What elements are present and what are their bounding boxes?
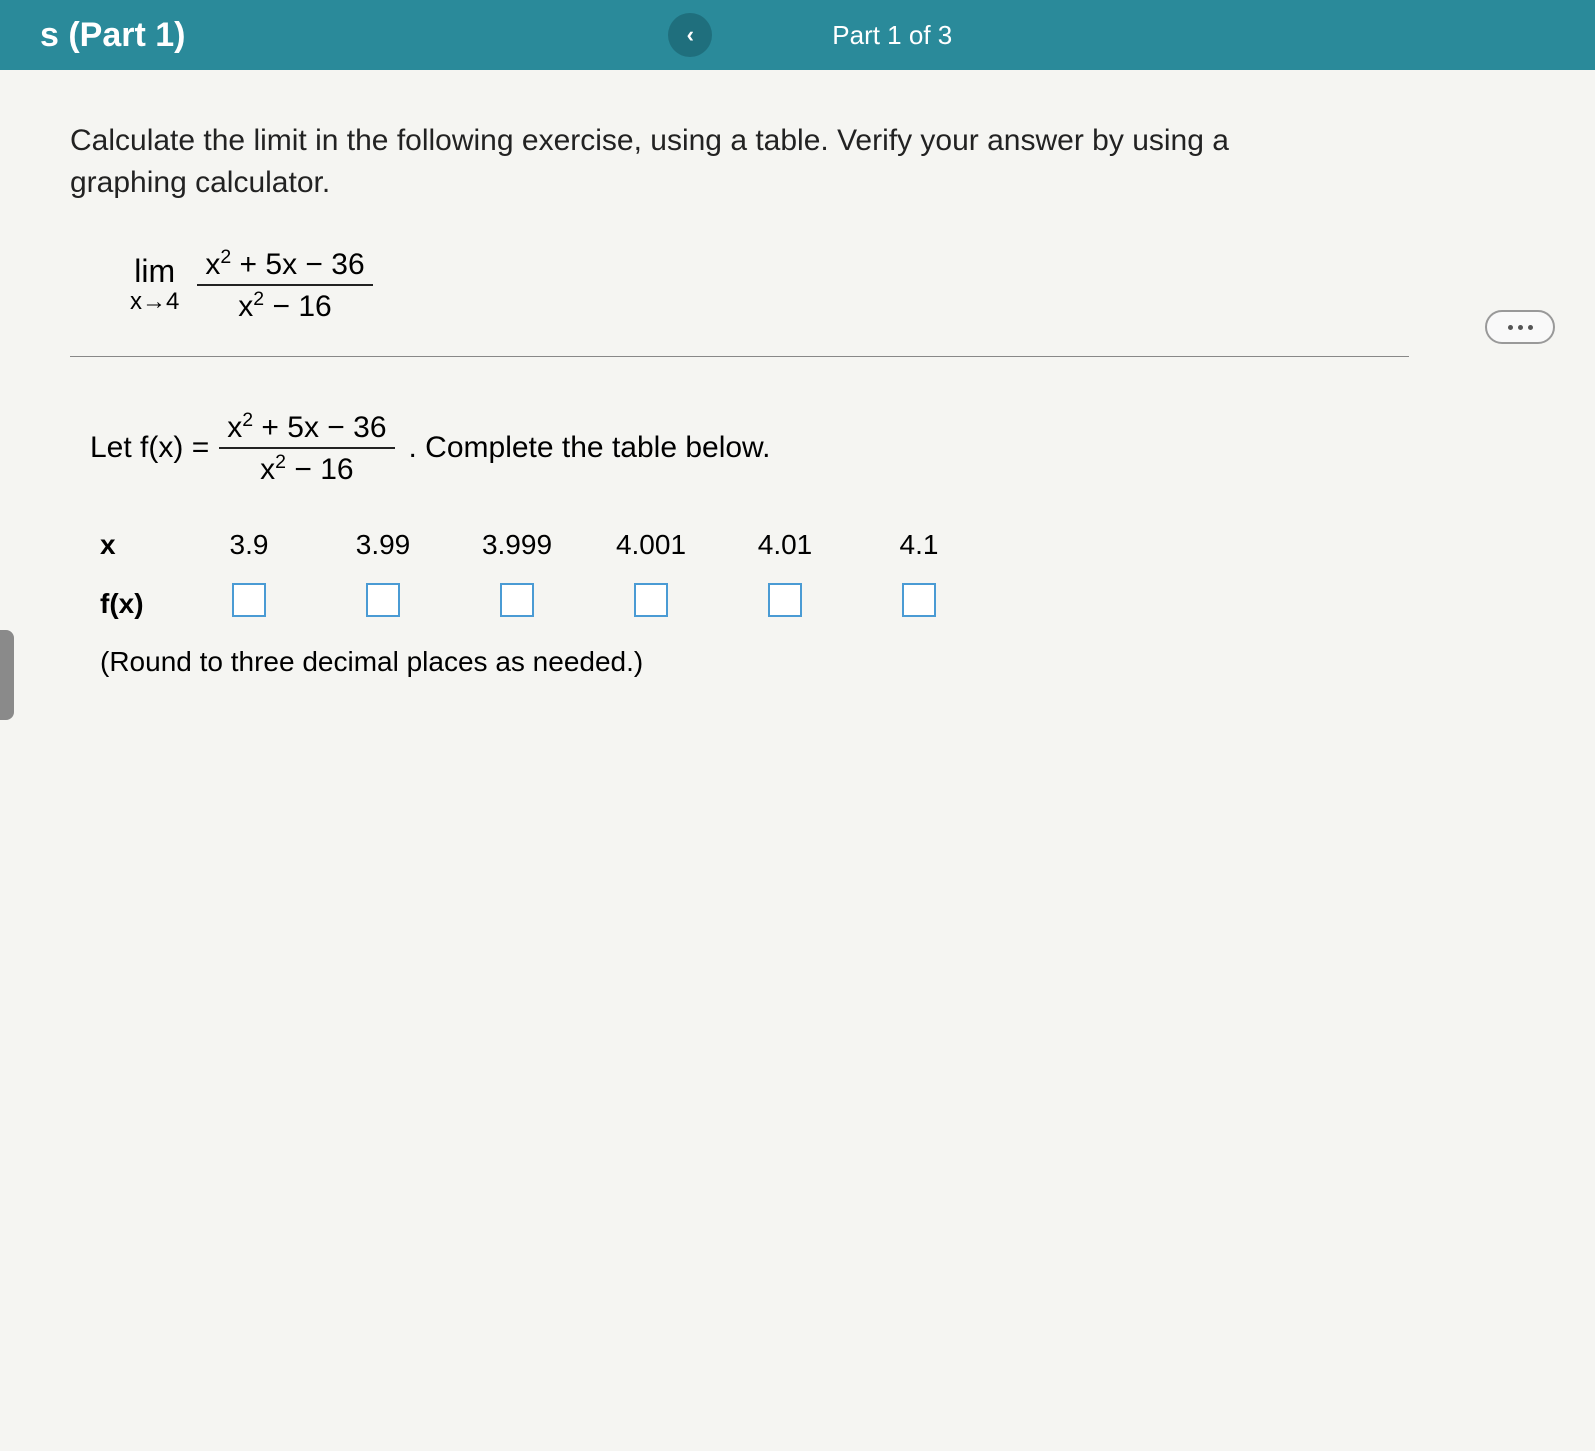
fx-input-cell: [338, 583, 428, 624]
fx-fraction: x2 + 5x − 36 x2 − 16: [219, 407, 394, 489]
x-value: 3.999: [472, 529, 562, 561]
dot-icon: [1528, 325, 1533, 330]
x-value: 3.99: [338, 529, 428, 561]
denominator: x2 − 16: [230, 286, 339, 326]
limit-fraction: x2 + 5x − 36 x2 − 16: [197, 244, 372, 326]
function-definition: Let f(x) = x2 + 5x − 36 x2 − 16 . Comple…: [90, 407, 1525, 489]
table-row-x: x 3.9 3.99 3.999 4.001 4.01 4.1: [100, 529, 1525, 561]
part-indicator: Part 1 of 3: [832, 20, 952, 51]
fx-numerator: x2 + 5x − 36: [219, 407, 394, 447]
x-value: 4.01: [740, 529, 830, 561]
header-title: s (Part 1): [40, 16, 186, 55]
chevron-left-icon: ‹: [687, 22, 694, 48]
fx-input-cell: [204, 583, 294, 624]
complete-suffix: . Complete the table below.: [409, 431, 771, 465]
divider: [70, 356, 1409, 357]
fx-input[interactable]: [500, 583, 534, 617]
dot-icon: [1518, 325, 1523, 330]
dot-icon: [1508, 325, 1513, 330]
fx-input[interactable]: [902, 583, 936, 617]
fx-input[interactable]: [768, 583, 802, 617]
content-area: Calculate the limit in the following exe…: [0, 70, 1595, 1451]
numerator: x2 + 5x − 36: [197, 244, 372, 284]
side-tab-handle[interactable]: [0, 630, 14, 720]
fx-input[interactable]: [232, 583, 266, 617]
fx-input-cell: [740, 583, 830, 624]
x-value: 4.001: [606, 529, 696, 561]
instruction-text: Calculate the limit in the following exe…: [70, 120, 1270, 204]
table-row-fx: f(x): [100, 583, 1525, 624]
more-options-button[interactable]: [1485, 310, 1555, 344]
x-value: 4.1: [874, 529, 964, 561]
page-header: s (Part 1) ‹ Part 1 of 3: [0, 0, 1595, 70]
fx-input-cell: [874, 583, 964, 624]
lim-operator: lim x→4: [130, 254, 179, 316]
fx-row-label: f(x): [100, 588, 160, 620]
rounding-note: (Round to three decimal places as needed…: [100, 646, 1525, 678]
x-value: 3.9: [204, 529, 294, 561]
values-table: x 3.9 3.99 3.999 4.001 4.01 4.1 f(x): [100, 529, 1525, 624]
nav-prev-button[interactable]: ‹: [668, 13, 712, 57]
limit-expression: lim x→4 x2 + 5x − 36 x2 − 16: [130, 244, 1525, 326]
let-prefix: Let f(x) =: [90, 431, 209, 465]
fx-input[interactable]: [634, 583, 668, 617]
header-center: ‹ Part 1 of 3: [668, 13, 952, 57]
fx-input-cell: [606, 583, 696, 624]
fx-denominator: x2 − 16: [252, 449, 361, 489]
x-row-label: x: [100, 529, 160, 561]
fx-input[interactable]: [366, 583, 400, 617]
fx-input-cell: [472, 583, 562, 624]
